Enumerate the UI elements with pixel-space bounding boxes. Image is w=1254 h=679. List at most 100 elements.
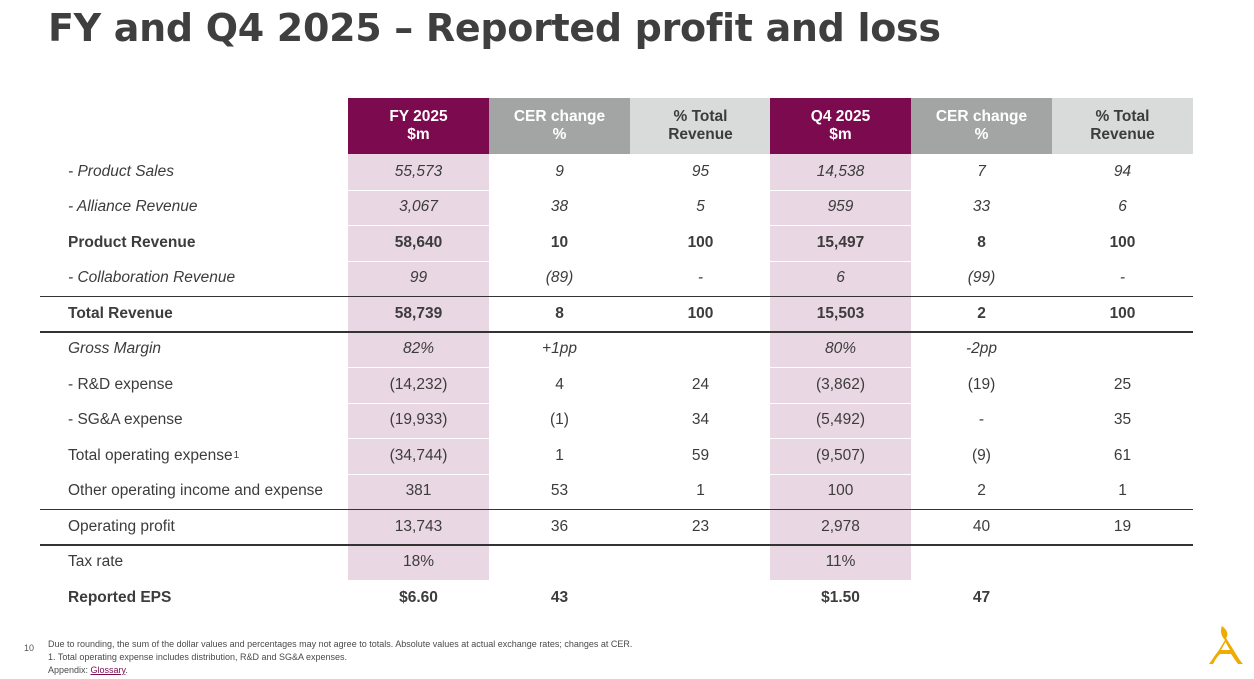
cell-q4-pct-total-revenue: -	[1119, 269, 1126, 287]
cell-fy-cer-change: 9	[555, 162, 564, 180]
cell-fy-2025: 58,640	[394, 233, 443, 251]
cell-fy-2025: 99	[409, 269, 428, 287]
cell-fy-2025: 3,067	[399, 198, 438, 216]
cell-q4-cer-change: (99)	[967, 269, 996, 287]
cell-q4-2025: 15,503	[816, 304, 865, 322]
row-label: - Collaboration Revenue	[68, 269, 236, 287]
cell-fy-pct-total-revenue	[630, 545, 771, 581]
row-label: Operating profit	[68, 517, 175, 535]
cell-fy-cer-change: 10	[550, 233, 569, 251]
cell-q4-2025: 11%	[825, 553, 856, 571]
footnote-marker: 1	[233, 450, 240, 462]
row-label: Total operating expense 1	[68, 446, 240, 464]
cell-fy-2025: (14,232)	[389, 375, 448, 393]
cell-q4-cer-change: 47	[972, 588, 991, 606]
cell-fy-pct-total-revenue	[630, 332, 771, 368]
cell-q4-pct-total-revenue: 100	[1109, 304, 1136, 322]
cell-q4-cer-change: 2	[977, 482, 986, 500]
cell-separator	[348, 473, 489, 475]
cell-q4-cer-change: 8	[977, 233, 986, 251]
cell-q4-2025: 6	[836, 269, 845, 287]
row-label: Product Revenue	[68, 233, 196, 251]
cell-q4-cer-change: (19)	[967, 375, 996, 393]
table-row-gross-margin: Gross Margin 82% +1pp 80% -2pp	[40, 332, 1193, 368]
row-label: Gross Margin	[68, 340, 162, 358]
cell-separator	[770, 438, 911, 439]
header-q4-cer-change: CER change%	[911, 98, 1052, 154]
footnote-operating-expense: 1. Total operating expense includes dist…	[48, 652, 348, 662]
cell-q4-2025: 14,538	[816, 162, 865, 180]
cell-fy-2025: 55,573	[394, 162, 443, 180]
cell-fy-pct-total-revenue: 34	[691, 411, 710, 429]
cell-fy-pct-total-revenue: 5	[696, 198, 705, 216]
table-row-tax-rate: Tax rate 18% 11%	[40, 545, 1193, 581]
cell-fy-cer-change: 38	[550, 198, 569, 216]
cell-separator	[770, 225, 911, 226]
footnotes: Due to rounding, the sum of the dollar v…	[48, 638, 632, 677]
astrazeneca-logo-icon	[1209, 626, 1243, 664]
cell-q4-cer-change: 40	[972, 517, 991, 535]
cell-fy-2025: 58,739	[394, 304, 443, 322]
cell-separator	[348, 260, 489, 262]
cell-fy-cer-change: (89)	[545, 269, 574, 287]
cell-separator	[770, 473, 911, 475]
table-row-total-operating-expense: Total operating expense 1 (34,744) 1 59 (9,50…	[40, 438, 1193, 474]
row-label: Tax rate	[68, 553, 124, 571]
header-q4-pct-total-revenue: % Total Revenue	[1052, 98, 1193, 154]
table-row-sga-expense: - SG&A expense (19,933) (1) 34 (5,492) - 35	[40, 403, 1193, 439]
cell-q4-cer-change: 7	[977, 162, 986, 180]
cell-q4-pct-total-revenue: 61	[1113, 446, 1132, 464]
cell-separator	[348, 189, 489, 191]
cell-fy-pct-total-revenue: 59	[691, 446, 710, 464]
table-row-collaboration-revenue: - Collaboration Revenue 99 (89) - 6 (99) -	[40, 261, 1193, 297]
footnote-appendix: Appendix: Glossary.	[48, 665, 128, 675]
cell-separator	[348, 402, 489, 404]
cell-q4-pct-total-revenue: 25	[1113, 375, 1132, 393]
table-rule	[40, 508, 1193, 510]
row-label: - SG&A expense	[68, 411, 183, 429]
cell-q4-2025: 959	[827, 198, 854, 216]
cell-fy-2025: $6.60	[399, 588, 438, 606]
cell-fy-cer-change: 43	[550, 588, 569, 606]
cell-fy-cer-change: 36	[550, 517, 569, 535]
cell-q4-pct-total-revenue: 6	[1118, 198, 1127, 216]
cell-q4-cer-change: 2	[977, 304, 986, 322]
header-fy-pct-total-revenue: % Total Revenue	[630, 98, 771, 154]
table-row-product-sales: - Product Sales 55,573 9 95 14,538 7 94	[40, 154, 1193, 190]
cell-q4-pct-total-revenue: 94	[1113, 162, 1132, 180]
table-row-product-revenue: Product Revenue 58,640 10 100 15,497 8 100	[40, 225, 1193, 261]
row-label: Other operating income and expense	[68, 482, 324, 500]
cell-fy-pct-total-revenue: 24	[691, 375, 710, 393]
cell-q4-cer-change	[911, 545, 1052, 581]
row-label: Total Revenue	[68, 304, 173, 322]
cell-q4-cer-change: 33	[972, 198, 991, 216]
page-number: 10	[24, 643, 35, 653]
header-fy-2025: FY 2025 $m	[348, 98, 489, 154]
cell-fy-pct-total-revenue: 95	[691, 162, 710, 180]
cell-q4-2025: (9,507)	[815, 446, 866, 464]
cell-q4-2025: (5,492)	[815, 411, 866, 429]
cell-q4-pct-total-revenue: 100	[1109, 233, 1136, 251]
cell-q4-2025: 100	[827, 482, 854, 500]
table-row-total-revenue: Total Revenue 58,739 8 100 15,503 2 100	[40, 296, 1193, 332]
glossary-link[interactable]: Glossary	[90, 665, 126, 675]
cell-fy-2025: (19,933)	[389, 411, 448, 429]
cell-fy-cer-change: 1	[555, 446, 564, 464]
cell-separator	[348, 225, 489, 226]
cell-separator	[770, 367, 911, 368]
cell-q4-pct-total-revenue	[1052, 332, 1193, 368]
cell-q4-2025: 80%	[824, 340, 857, 358]
cell-fy-cer-change: 4	[555, 375, 564, 393]
page-title: FY and Q4 2025 – Reported profit and los…	[48, 6, 941, 50]
footnote-rounding: Due to rounding, the sum of the dollar v…	[48, 639, 633, 649]
cell-fy-pct-total-revenue	[630, 580, 771, 616]
cell-fy-2025: (34,744)	[389, 446, 448, 464]
table-row-rd-expense: - R&D expense (14,232) 4 24 (3,862) (19) 25	[40, 367, 1193, 403]
cell-q4-2025: 15,497	[816, 233, 865, 251]
cell-fy-cer-change: 8	[555, 304, 564, 322]
header-q4-2025: Q4 2025 $m	[770, 98, 911, 154]
cell-fy-pct-total-revenue: -	[697, 269, 704, 287]
cell-q4-pct-total-revenue: 1	[1118, 482, 1127, 500]
cell-separator	[348, 367, 489, 368]
cell-fy-pct-total-revenue: 23	[691, 517, 710, 535]
